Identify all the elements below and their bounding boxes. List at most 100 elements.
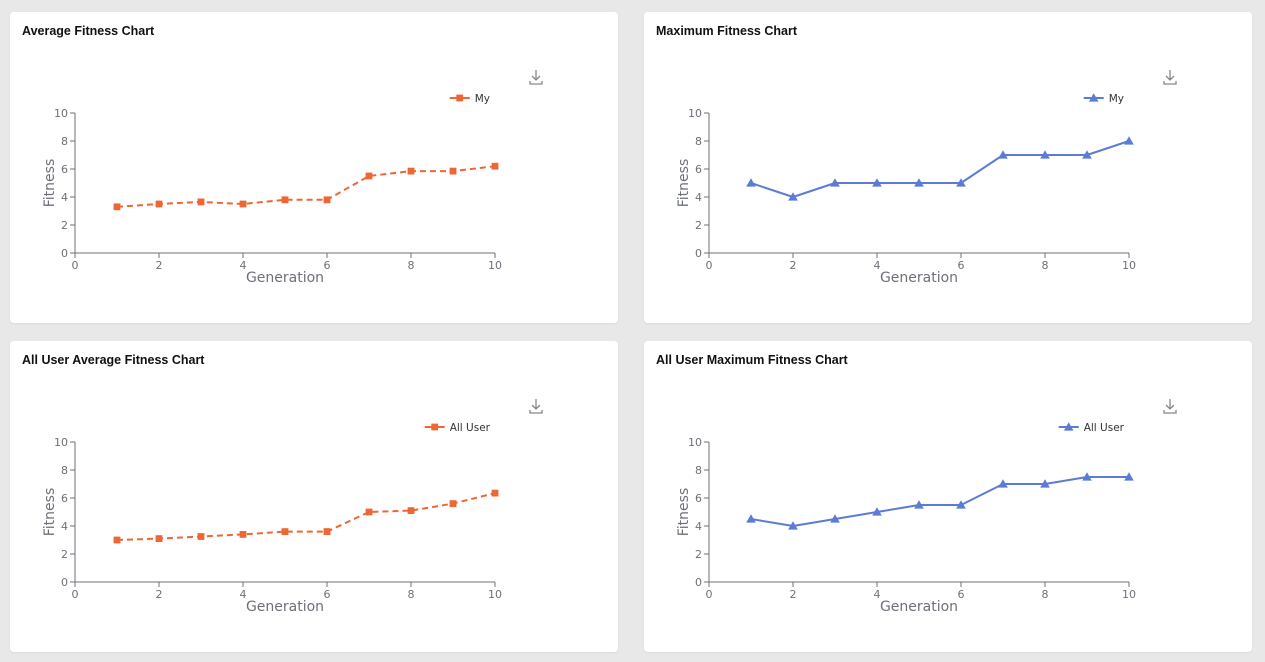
data-point [197,198,205,206]
y-tick-label: 2 [695,219,702,232]
y-tick-label: 8 [695,135,702,148]
data-point [788,192,798,201]
y-tick-label: 6 [61,492,68,505]
x-tick-label: 6 [324,259,331,272]
x-tick-label: 6 [958,259,965,272]
average-fitness-card: Average Fitness Chart 0 2 4 6 8 10 0 2 4 6 8 10 Gene… [10,12,618,323]
data-point [407,507,415,514]
x-tick-label: 4 [874,259,881,272]
y-tick-label: 2 [61,219,68,232]
x-axis-title: Generation [880,599,958,615]
data-point [407,167,415,175]
data-point [872,178,882,187]
legend-marker [1063,422,1074,431]
y-axis-title: Fitness [676,488,692,537]
data-point [746,514,756,523]
y-tick-label: 6 [695,163,702,176]
legend-marker [1088,93,1099,102]
x-tick-label: 0 [706,259,713,272]
data-point [239,200,247,208]
data-point [323,528,331,535]
x-tick-label: 8 [408,588,415,601]
download-icon[interactable] [527,397,545,415]
x-tick-label: 8 [408,259,415,272]
x-tick-label: 8 [1042,259,1049,272]
data-point [449,167,457,175]
data-point [365,172,373,180]
y-tick-label: 4 [695,191,702,204]
data-point [197,533,205,540]
legend-item[interactable] [449,94,470,102]
y-axis-title: Fitness [42,488,58,537]
y-tick-label: 0 [695,576,702,589]
data-point [1040,150,1050,159]
y-tick-label: 4 [61,520,68,533]
all-user-average-fitness-card: All User Average Fitness Chart 0 2 4 6 8 10 0 2… [10,341,618,652]
x-axis-title: Generation [880,270,958,286]
series-line [116,492,496,541]
series-line [750,140,1130,198]
all-user-maximum-fitness-card: All User Maximum Fitness Chart 0 2 4 6 8 10 0 2… [644,341,1252,652]
data-point [113,203,121,211]
data-point [1082,472,1092,481]
y-tick-label: 10 [54,107,68,120]
y-axis-title: Fitness [676,159,692,208]
data-point [281,528,289,535]
x-tick-label: 6 [324,588,331,601]
y-tick-label: 0 [695,247,702,260]
all-user-average-fitness-chart: 0 2 4 6 8 10 0 2 4 6 8 10 Generation Fitness All User [42,422,502,615]
y-tick-label: 6 [695,492,702,505]
data-point [914,500,924,509]
legend-marker [431,423,439,431]
data-point [449,500,457,507]
x-tick-label: 10 [488,259,502,272]
y-axis-title: Fitness [42,159,58,208]
data-point [491,489,499,497]
y-tick-label: 10 [688,436,702,449]
all-user-maximum-fitness-chart: 0 2 4 6 8 10 0 2 4 6 8 10 Generation Fitness All User [676,422,1136,615]
x-tick-label: 2 [790,588,797,601]
chart-title: All User Maximum Fitness Chart [656,353,848,367]
chart-title: All User Average Fitness Chart [22,353,205,367]
legend-item[interactable] [1083,93,1104,102]
data-point [491,162,499,170]
data-point [1124,136,1134,145]
series-line [116,165,496,208]
y-tick-label: 0 [61,576,68,589]
download-icon[interactable] [1161,68,1179,86]
x-axis-title: Generation [246,599,324,615]
x-tick-label: 8 [1042,588,1049,601]
legend-marker [456,94,464,102]
download-icon[interactable] [527,68,545,86]
data-point [956,500,966,509]
x-tick-label: 4 [240,259,247,272]
data-point [1082,150,1092,159]
average-fitness-chart: 0 2 4 6 8 10 0 2 4 6 8 10 Generation Fitness My [42,93,502,286]
x-tick-label: 10 [1122,259,1136,272]
chart-title: Average Fitness Chart [22,24,155,38]
x-tick-label: 10 [1122,588,1136,601]
data-point [746,178,756,187]
series-line [750,476,1129,527]
data-point [1040,479,1050,488]
data-point [914,178,924,187]
data-point [155,200,163,208]
legend-item[interactable] [1058,422,1079,431]
data-point [830,178,840,187]
y-tick-label: 4 [695,520,702,533]
x-tick-label: 0 [72,259,79,272]
x-tick-label: 0 [706,588,713,601]
data-point [365,508,373,516]
data-point [1124,472,1134,481]
x-tick-label: 4 [240,588,247,601]
data-point [998,479,1008,488]
data-point [155,535,163,542]
y-tick-label: 10 [54,436,68,449]
y-tick-label: 8 [695,464,702,477]
data-point [113,536,121,544]
legend-label: My [475,93,490,105]
download-icon[interactable] [1161,397,1179,415]
legend-label: My [1109,93,1124,105]
legend-item[interactable] [424,423,445,431]
x-tick-label: 6 [958,588,965,601]
